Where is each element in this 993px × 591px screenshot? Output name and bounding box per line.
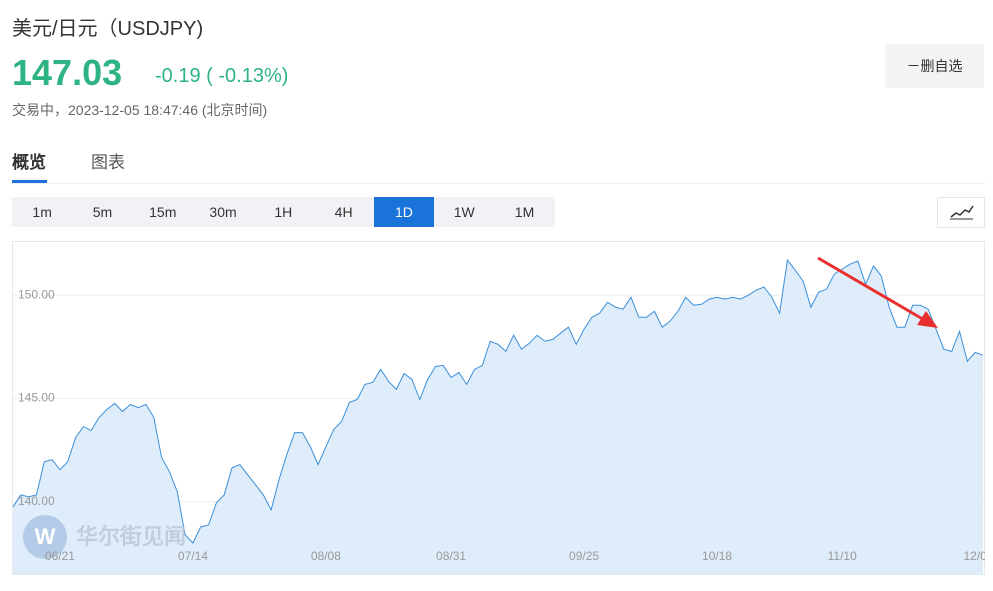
tab-indicator [12, 180, 47, 183]
y-tick-label: 150.00 [18, 287, 55, 301]
interval-button[interactable]: 1H [274, 204, 293, 220]
arrow-head [917, 311, 938, 328]
arrow-shaft [817, 256, 927, 323]
x-tick-label: 08/31 [436, 549, 466, 563]
interval-bar: 1m 5m 15m 30m 1H 4H 1D 1W 1M [12, 197, 555, 227]
watchlist-button[interactable]: －删自选 [885, 44, 984, 88]
price: 147.03 [12, 52, 123, 93]
watermark-logo-letter: W [35, 524, 56, 549]
interval-button[interactable]: 1m [32, 204, 52, 220]
x-tick-label: 08/08 [311, 549, 341, 563]
chart-type-button[interactable] [937, 197, 985, 228]
axis-labels: 140.00 145.00 150.00 06/21 07/14 08/08 08/31 09… [18, 287, 985, 563]
y-tick-label: 140.00 [18, 494, 55, 508]
chart: W 华尔街见闻 140.00 145.00 150.00 06/21 07/14 08/0… [12, 241, 985, 575]
interval-button[interactable]: 30m [209, 204, 237, 220]
tab[interactable]: 概览 [12, 153, 46, 172]
interval-button[interactable]: 1M [514, 204, 535, 220]
change: -0.19 ( -0.13%) [155, 65, 289, 87]
interval-button[interactable]: 1W [453, 204, 475, 220]
x-tick-label: 09/25 [569, 549, 599, 563]
interval-button[interactable]: 5m [92, 204, 113, 220]
x-tick-label: 07/14 [178, 549, 208, 563]
tab[interactable]: 图表 [91, 153, 125, 172]
watermark-text: 华尔街见闻 [76, 524, 186, 549]
area-fill [13, 260, 983, 575]
interval-button[interactable]: 15m [149, 204, 177, 220]
status: 交易中，2023-12-05 18:47:46 (北京时间) [12, 102, 268, 118]
chart-type-icon [950, 205, 974, 220]
divider [12, 183, 985, 184]
interval-button[interactable]: 1D [373, 197, 435, 227]
x-tick-label: 11/10 [828, 549, 857, 563]
y-tick-label: 145.00 [18, 391, 55, 405]
x-tick-label: 12/0 [963, 549, 985, 563]
x-tick-label: 06/21 [45, 549, 75, 563]
interval-button[interactable]: 4H [334, 204, 353, 220]
watermark-logo [23, 515, 67, 559]
title: 美元/日元（USDJPY) [12, 18, 204, 40]
x-tick-label: 10/18 [702, 549, 732, 563]
watermark: W 华尔街见闻 [23, 515, 186, 559]
annotation-arrow [817, 256, 938, 328]
price-line [12, 258, 984, 544]
icon-line [950, 205, 974, 218]
plot [12, 258, 984, 575]
